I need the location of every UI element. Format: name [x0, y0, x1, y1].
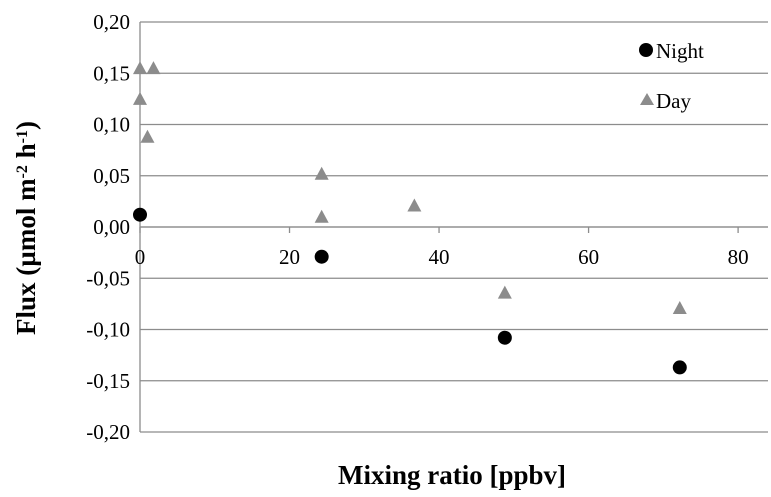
y-tick-labels: 0,20 0,15 0,10 0,05 0,00 -0,05 -0,10 -0,15 -0,20 — [86, 10, 130, 444]
y-axis-title-sup2: -1 — [14, 130, 31, 143]
y-tick-label-0: 0,20 — [93, 10, 130, 34]
legend-night-marker — [639, 43, 653, 57]
x-tick-label-4: 80 — [728, 245, 749, 269]
day-point-0 — [133, 61, 147, 75]
y-tick-label-7: -0,15 — [86, 369, 130, 393]
x-tick-label-0: 0 — [135, 245, 146, 269]
day-point-1 — [146, 61, 161, 75]
y-tick-label-4: 0,00 — [93, 215, 130, 239]
day-point-7 — [497, 285, 512, 299]
legend-night-label: Night — [656, 39, 704, 63]
y-tick-label-2: 0,10 — [93, 113, 130, 137]
night-point-2 — [497, 330, 512, 345]
day-point-3 — [140, 129, 155, 143]
x-tick-label-2: 40 — [429, 245, 450, 269]
day-point-8 — [672, 300, 687, 314]
y-tick-label-6: -0,10 — [86, 318, 130, 342]
x-tick-label-3: 60 — [578, 245, 599, 269]
x-tick-labels: 0 20 40 60 80 — [135, 245, 749, 269]
day-point-4 — [314, 166, 329, 180]
axes — [139, 22, 768, 432]
legend-day-marker — [640, 93, 654, 105]
y-axis-title-base: Flux (µmol m — [11, 178, 41, 335]
x-tick-label-1: 20 — [279, 245, 300, 269]
y-axis-title-end: ) — [11, 121, 41, 130]
night-point-3 — [672, 360, 687, 375]
y-axis-title: Flux (µmol m-2 h-1) — [11, 121, 41, 335]
legend: Night Day — [639, 39, 704, 113]
y-tick-label-1: 0,15 — [93, 61, 130, 85]
data-points — [133, 61, 687, 375]
day-point-6 — [407, 198, 422, 212]
day-point-5 — [314, 209, 329, 223]
night-point-1 — [314, 249, 329, 264]
night-point-0 — [133, 207, 147, 222]
legend-day-label: Day — [656, 89, 691, 113]
y-tick-label-8: -0,20 — [86, 420, 130, 444]
y-tick-label-5: -0,05 — [86, 266, 130, 290]
x-axis-title: Mixing ratio [ppbv] — [338, 460, 566, 490]
y-axis-title-mid: h — [11, 143, 41, 165]
day-point-2 — [133, 91, 147, 105]
y-axis-title-sup1: -2 — [14, 165, 31, 178]
y-tick-label-3: 0,05 — [93, 164, 130, 188]
